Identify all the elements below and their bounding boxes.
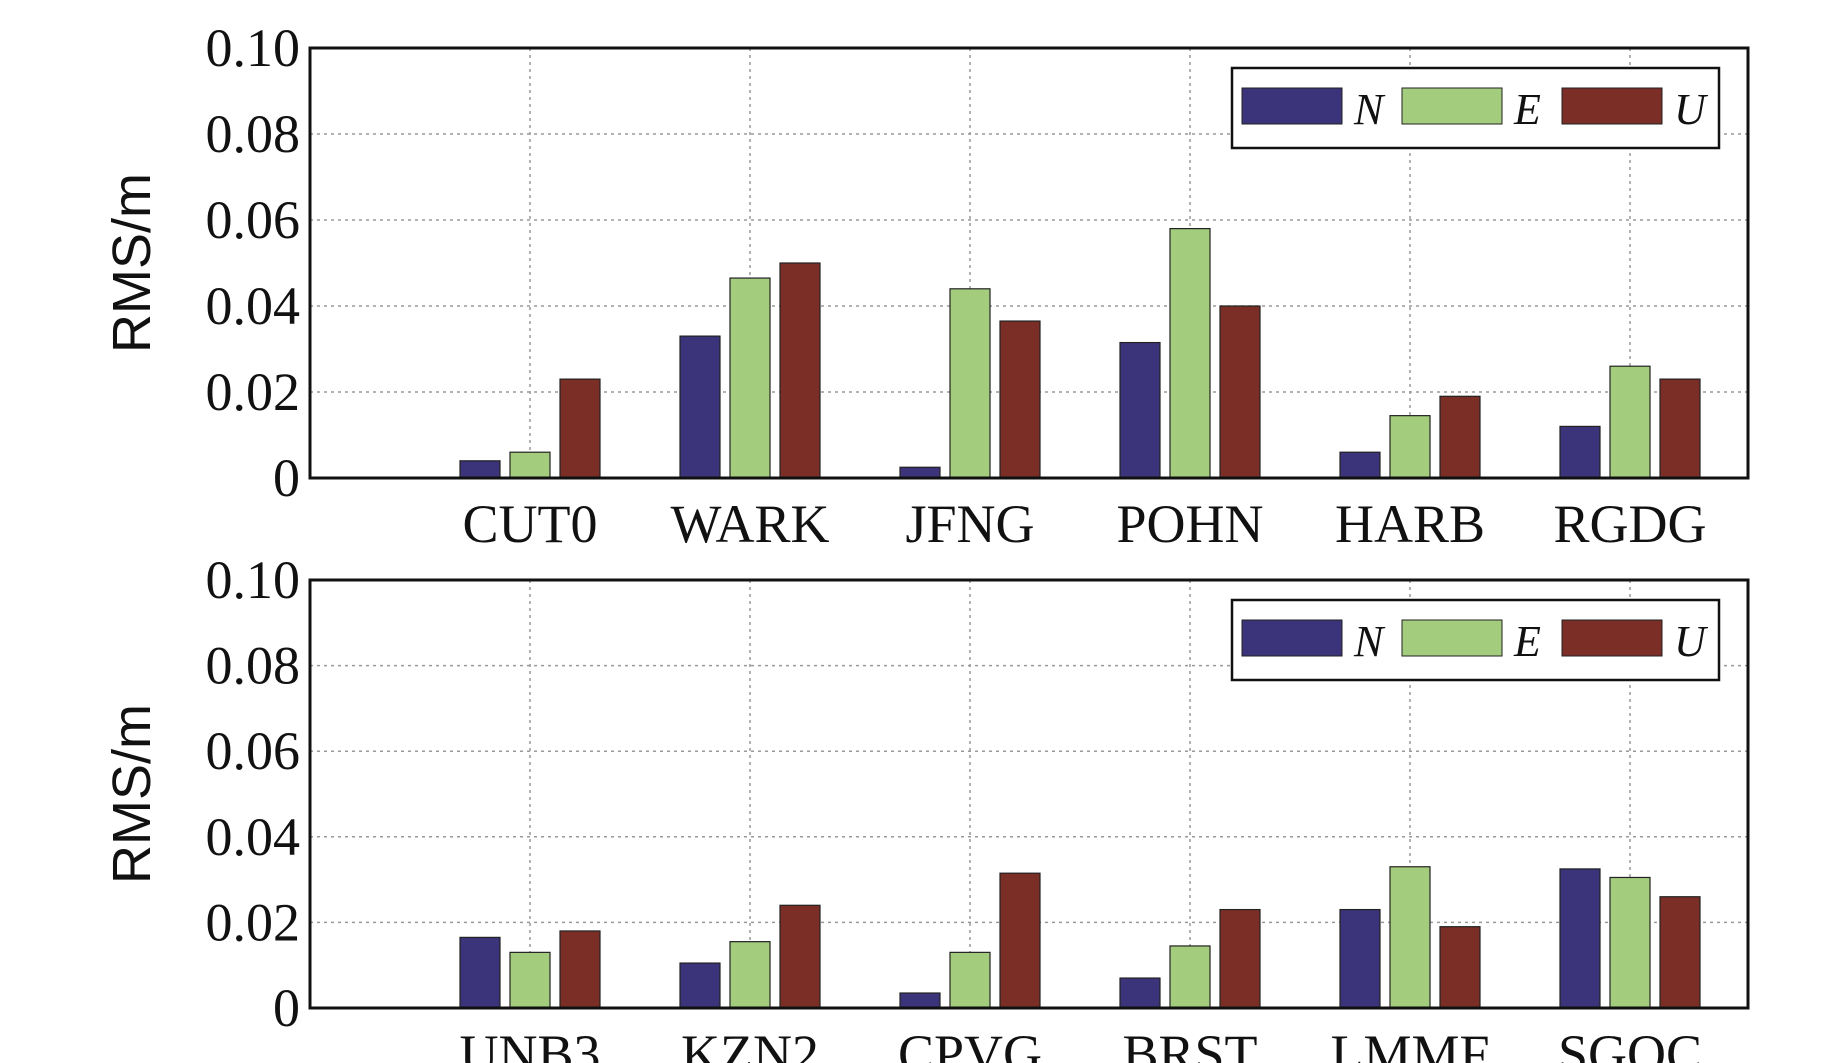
bar-N-JFNG [899,466,941,479]
x-tick-label-BRST: BRST [1122,1024,1257,1063]
y-axis-title: RMS/m [102,704,162,884]
legend-label-U: U [1674,617,1709,666]
bar-E-CUT0 [509,451,551,479]
bar-N-RGDG [1559,425,1601,479]
y-tick-label: 0.04 [206,807,301,867]
y-tick-label: 0.04 [206,276,301,336]
bar-U-HARB [1439,395,1481,479]
bar-N-KZN2 [679,962,721,1009]
legend-swatch-N [1241,619,1343,657]
legend-label-U: U [1674,85,1709,134]
bar-U-RGDG [1659,378,1701,479]
legend-label-E: E [1513,617,1541,666]
bar-U-BRST [1219,908,1261,1009]
legend-label-N: N [1353,85,1386,134]
bar-E-HARB [1389,415,1431,479]
legend-swatch-U [1561,619,1663,657]
bar-E-KZN2 [729,941,771,1009]
legend-swatch-N [1241,87,1343,125]
legend-label-N: N [1353,617,1386,666]
bar-N-BRST [1119,977,1161,1009]
bar-E-BRST [1169,945,1211,1009]
bar-N-CPVG [899,992,941,1009]
legend-swatch-U [1561,87,1663,125]
y-tick-label: 0 [273,448,300,508]
y-tick-label: 0.06 [206,721,301,781]
bar-E-UNB3 [509,951,551,1009]
bar-U-KZN2 [779,904,821,1009]
legend-swatch-E [1401,87,1503,125]
y-tick-label: 0.10 [206,550,301,610]
bar-E-LMMF [1389,866,1431,1009]
bar-E-SGOC [1609,876,1651,1009]
x-tick-label-RGDG: RGDG [1553,494,1706,554]
x-tick-label-SGOC: SGOC [1558,1024,1702,1063]
chart-panel-2: 0 0.02 0.04 0.06 0.08 0.10 UNB3 KZN2 CPVG BRST LMM… [102,550,1750,1063]
x-tick-label-UNB3: UNB3 [459,1024,600,1063]
bar-U-POHN [1219,305,1261,479]
bar-U-CPVG [999,872,1041,1009]
bar-E-RGDG [1609,365,1651,479]
y-tick-label: 0.10 [206,18,301,78]
y-tick-label: 0.08 [206,104,301,164]
bar-N-LMMF [1339,908,1381,1009]
x-tick-label-CPVG: CPVG [898,1024,1042,1063]
bar-U-JFNG [999,320,1041,479]
bar-N-UNB3 [459,936,501,1009]
x-tick-label-HARB: HARB [1335,494,1485,554]
x-tick-label-KZN2: KZN2 [681,1024,819,1063]
chart-panel-1: 0 0.02 0.04 0.06 0.08 0.10 CUT0 WARK JFNG POHN HAR… [102,18,1750,554]
bar-U-SGOC [1659,896,1701,1009]
legend-label-E: E [1513,85,1541,134]
bar-N-HARB [1339,451,1381,479]
y-tick-label: 0.02 [206,362,301,422]
bar-U-LMMF [1439,926,1481,1009]
y-axis-title: RMS/m [102,173,162,353]
x-tick-label-WARK: WARK [671,494,830,554]
x-tick-label-JFNG: JFNG [905,494,1034,554]
axes-frame [308,46,1750,480]
axes-frame [308,578,1750,1010]
bar-E-WARK [729,277,771,479]
bar-U-UNB3 [559,930,601,1009]
y-tick-label: 0 [273,978,300,1038]
bar-N-POHN [1119,341,1161,479]
x-tick-label-POHN: POHN [1116,494,1263,554]
y-tick-label: 0.08 [206,636,301,696]
x-tick-label-LMMF: LMMF [1330,1024,1489,1063]
bar-E-JFNG [949,288,991,479]
bar-N-SGOC [1559,868,1601,1009]
y-tick-label: 0.02 [206,892,301,952]
bar-N-CUT0 [459,460,501,479]
bar-U-CUT0 [559,378,601,479]
x-tick-label-CUT0: CUT0 [463,494,598,554]
bar-N-WARK [679,335,721,479]
bar-U-WARK [779,262,821,479]
legend-swatch-E [1401,619,1503,657]
y-tick-label: 0.06 [206,190,301,250]
bar-E-CPVG [949,951,991,1009]
bar-E-POHN [1169,228,1211,479]
